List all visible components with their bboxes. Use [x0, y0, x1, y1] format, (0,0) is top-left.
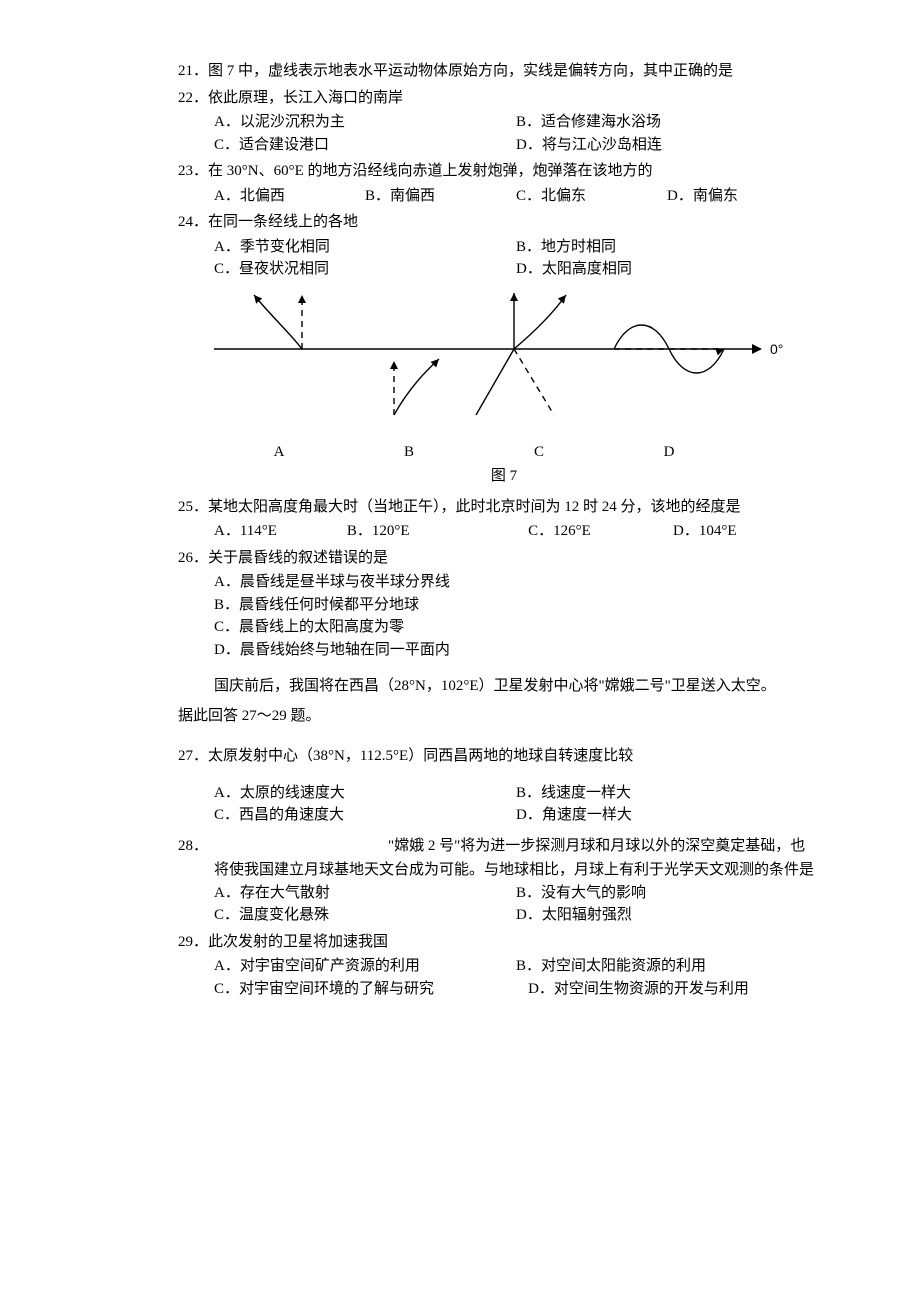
q28-opt-d: D．太阳辐射强烈: [516, 904, 818, 927]
q23-opt-b: B．南偏西: [365, 185, 516, 208]
figure-7-caption: 图 7: [214, 465, 794, 488]
q22-options: A．以泥沙沉积为主 B．适合修建海水浴场 C．适合建设港口 D．将与江心沙岛相连: [214, 111, 818, 156]
q24-num: 24．: [178, 214, 208, 230]
passage-line2: 据此回答 27～29 题。: [178, 708, 321, 724]
q27-options: A．太原的线速度大 B．线速度一样大 C．西昌的角速度大 D．角速度一样大: [214, 782, 818, 827]
q25-num: 25．: [178, 499, 208, 515]
q23-text: 在 30°N、60°E 的地方沿经线向赤道上发射炮弹，炮弹落在该地方的: [208, 163, 653, 179]
svg-text:0°: 0°: [770, 341, 783, 357]
fig-label-c: C: [474, 441, 604, 464]
q23-opt-d: D．南偏东: [667, 185, 818, 208]
q26-opt-b: B．晨昏线任何时候都平分地球: [214, 594, 818, 617]
q25-stem: 25．某地太阳高度角最大时（当地正午），此时北京时间为 12 时 24 分，该地…: [178, 496, 818, 519]
q23-opt-a: A．北偏西: [214, 185, 365, 208]
q29-opt-c: C．对宇宙空间环境的了解与研究: [214, 978, 528, 1001]
q28-opt-a: A．存在大气散射: [214, 882, 516, 905]
q29-opt-a: A．对宇宙空间矿产资源的利用: [214, 955, 516, 978]
q22-opt-d: D．将与江心沙岛相连: [516, 134, 818, 157]
q24-text: 在同一条经线上的各地: [208, 214, 358, 230]
figure-7: 0° A B C D 图 7: [214, 287, 794, 488]
q25-opt-c: C．126°E: [528, 520, 673, 543]
q23-options: A．北偏西 B．南偏西 C．北偏东 D．南偏东: [214, 185, 818, 208]
q24-options: A．季节变化相同 B．地方时相同 C．昼夜状况相同 D．太阳高度相同: [214, 236, 818, 281]
q24-opt-d: D．太阳高度相同: [516, 258, 818, 281]
q29-opt-d: D．对空间生物资源的开发与利用: [528, 978, 818, 1001]
q25-opt-a: A．114°E: [214, 520, 347, 543]
q23-num: 23．: [178, 163, 208, 179]
q26-opt-d: D．晨昏线始终与地轴在同一平面内: [214, 639, 818, 662]
q28-stem: 28．"嫦娥 2 号"将为进一步探测月球和月球以外的深空奠定基础，也: [178, 835, 818, 858]
q25-opt-d: D．104°E: [673, 520, 818, 543]
q24-opt-b: B．地方时相同: [516, 236, 818, 259]
q22-opt-c: C．适合建设港口: [214, 134, 516, 157]
q24-opt-c: C．昼夜状况相同: [214, 258, 516, 281]
q22-text: 依此原理，长江入海口的南岸: [208, 90, 403, 106]
q28-options: A．存在大气散射 B．没有大气的影响 C．温度变化悬殊 D．太阳辐射强烈: [214, 882, 818, 927]
q26-stem: 26．关于晨昏线的叙述错误的是: [178, 547, 818, 570]
q23-opt-c: C．北偏东: [516, 185, 667, 208]
passage-line1: 国庆前后，我国将在西昌（28°N，102°E）卫星发射中心将"嫦娥二号"卫星送入…: [214, 678, 776, 694]
q28-num: 28．: [178, 835, 388, 858]
q24-stem: 24．在同一条经线上的各地: [178, 211, 818, 234]
q27-opt-b: B．线速度一样大: [516, 782, 818, 805]
q28-lead: "嫦娥 2 号"将为进一步探测月球和月球以外的深空奠定基础，也: [388, 838, 805, 854]
q21-num: 21．: [178, 63, 208, 79]
q28-body: 将使我国建立月球基地天文台成为可能。与地球相比，月球上有利于光学天文观测的条件是: [214, 859, 818, 882]
q21-text: 图 7 中，虚线表示地表水平运动物体原始方向，实线是偏转方向，其中正确的是: [208, 63, 733, 79]
fig-label-b: B: [344, 441, 474, 464]
q27-stem: 27．太原发射中心（38°N，112.5°E）同西昌两地的地球自转速度比较: [178, 745, 818, 768]
passage-27-29: 国庆前后，我国将在西昌（28°N，102°E）卫星发射中心将"嫦娥二号"卫星送入…: [214, 671, 818, 731]
fig-label-d: D: [604, 441, 734, 464]
q25-opt-b: B．120°E: [347, 520, 528, 543]
q24-opt-a: A．季节变化相同: [214, 236, 516, 259]
q27-opt-c: C．西昌的角速度大: [214, 804, 516, 827]
q26-options: A．晨昏线是昼半球与夜半球分界线 B．晨昏线任何时候都平分地球 C．晨昏线上的太…: [214, 571, 818, 661]
q29-opt-b: B．对空间太阳能资源的利用: [516, 955, 818, 978]
q26-text: 关于晨昏线的叙述错误的是: [208, 550, 388, 566]
fig-label-a: A: [214, 441, 344, 464]
q27-text: 太原发射中心（38°N，112.5°E）同西昌两地的地球自转速度比较: [208, 748, 633, 764]
exam-page: 21．图 7 中，虚线表示地表水平运动物体原始方向，实线是偏转方向，其中正确的是…: [178, 60, 818, 1000]
q29-stem: 29．此次发射的卫星将加速我国: [178, 931, 818, 954]
q22-stem: 22．依此原理，长江入海口的南岸: [178, 87, 818, 110]
q27-opt-d: D．角速度一样大: [516, 804, 818, 827]
q27-opt-a: A．太原的线速度大: [214, 782, 516, 805]
q29-num: 29．: [178, 934, 208, 950]
q26-opt-a: A．晨昏线是昼半球与夜半球分界线: [214, 571, 818, 594]
q29-text: 此次发射的卫星将加速我国: [208, 934, 388, 950]
q25-text: 某地太阳高度角最大时（当地正午），此时北京时间为 12 时 24 分，该地的经度…: [208, 499, 741, 515]
q29-options: A．对宇宙空间矿产资源的利用 B．对空间太阳能资源的利用 C．对宇宙空间环境的了…: [214, 955, 818, 1000]
q21-stem: 21．图 7 中，虚线表示地表水平运动物体原始方向，实线是偏转方向，其中正确的是: [178, 60, 818, 83]
figure-7-panel-labels: A B C D: [214, 441, 794, 464]
q27-num: 27．: [178, 748, 208, 764]
q28-opt-b: B．没有大气的影响: [516, 882, 818, 905]
q25-options: A．114°E B．120°E C．126°E D．104°E: [214, 520, 818, 543]
q22-num: 22．: [178, 90, 208, 106]
q26-opt-c: C．晨昏线上的太阳高度为零: [214, 616, 818, 639]
q23-stem: 23．在 30°N、60°E 的地方沿经线向赤道上发射炮弹，炮弹落在该地方的: [178, 160, 818, 183]
q26-num: 26．: [178, 550, 208, 566]
q22-opt-b: B．适合修建海水浴场: [516, 111, 818, 134]
q22-opt-a: A．以泥沙沉积为主: [214, 111, 516, 134]
q28-opt-c: C．温度变化悬殊: [214, 904, 516, 927]
figure-7-svg: 0°: [214, 287, 794, 437]
